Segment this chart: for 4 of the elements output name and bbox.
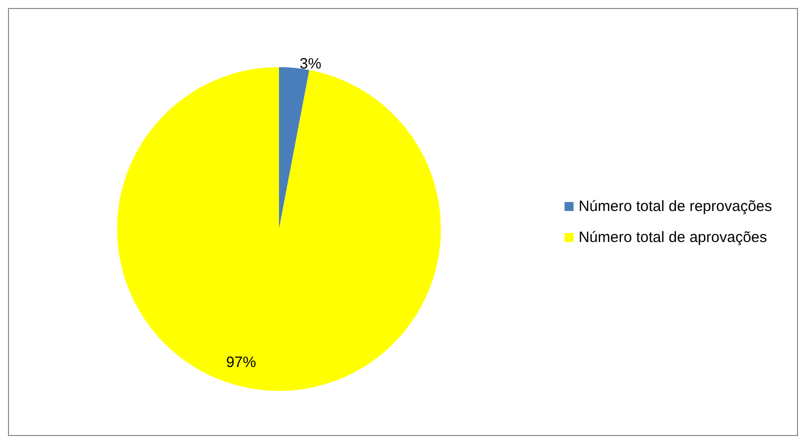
data-label: 3% [300, 55, 322, 72]
data-label: 97% [226, 354, 256, 372]
legend-label: Número total de aprovações [578, 229, 768, 246]
legend-label: Número total de reprovações [578, 198, 772, 215]
